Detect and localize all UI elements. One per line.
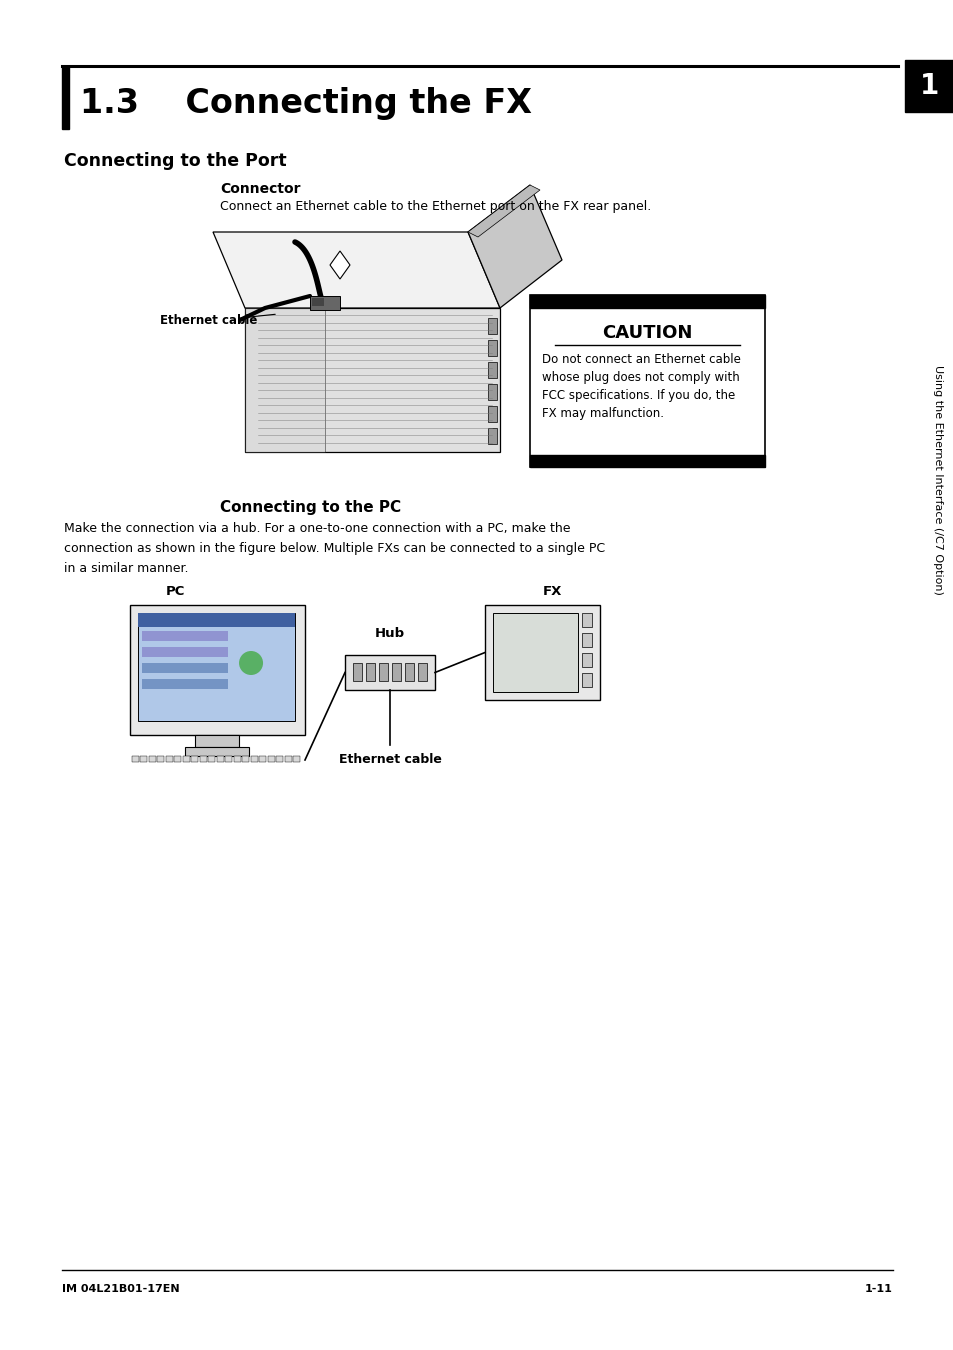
Text: Connecting to the PC: Connecting to the PC: [220, 500, 400, 514]
Bar: [185, 747, 249, 756]
Bar: [488, 319, 497, 333]
Bar: [530, 296, 764, 467]
Bar: [581, 633, 592, 647]
Text: Connect an Ethernet cable to the Ethernet port on the FX rear panel.: Connect an Ethernet cable to the Etherne…: [220, 200, 651, 213]
Bar: [530, 455, 764, 467]
Bar: [216, 756, 224, 761]
Text: CAUTION: CAUTION: [601, 324, 692, 342]
Bar: [405, 663, 414, 680]
Text: 1: 1: [919, 72, 938, 100]
Text: Connecting to the Port: Connecting to the Port: [64, 153, 286, 170]
Polygon shape: [213, 232, 499, 308]
Bar: [251, 756, 257, 761]
Circle shape: [239, 651, 263, 675]
Bar: [130, 605, 305, 734]
Bar: [149, 756, 156, 761]
Text: Do not connect an Ethernet cable
whose plug does not comply with
FCC specificati: Do not connect an Ethernet cable whose p…: [541, 352, 740, 420]
Bar: [138, 613, 294, 626]
Bar: [174, 756, 181, 761]
Text: IM 04L21B01-17EN: IM 04L21B01-17EN: [62, 1284, 179, 1295]
Polygon shape: [468, 185, 561, 308]
Bar: [209, 756, 215, 761]
Bar: [378, 663, 388, 680]
Bar: [225, 756, 233, 761]
Bar: [268, 756, 274, 761]
Bar: [166, 756, 172, 761]
Bar: [345, 655, 435, 690]
Text: Ethernet cable: Ethernet cable: [338, 753, 441, 765]
Bar: [312, 298, 324, 306]
Bar: [183, 756, 190, 761]
Bar: [142, 647, 228, 657]
Bar: [417, 663, 427, 680]
Bar: [62, 68, 69, 130]
Bar: [242, 756, 250, 761]
Bar: [310, 296, 339, 310]
Polygon shape: [330, 251, 350, 279]
Bar: [142, 663, 228, 674]
Bar: [904, 59, 953, 112]
Bar: [285, 756, 292, 761]
Bar: [142, 679, 228, 688]
Text: 1-11: 1-11: [864, 1284, 892, 1295]
Text: Hub: Hub: [375, 626, 405, 640]
Bar: [353, 663, 361, 680]
Bar: [294, 756, 300, 761]
Bar: [530, 296, 764, 308]
Bar: [259, 756, 266, 761]
Bar: [484, 605, 599, 701]
Bar: [132, 756, 139, 761]
Bar: [488, 406, 497, 423]
Bar: [493, 613, 578, 693]
Text: Ethernet cable: Ethernet cable: [160, 313, 257, 327]
Text: connection as shown in the figure below. Multiple FXs can be connected to a sing: connection as shown in the figure below.…: [64, 541, 604, 555]
Text: Connector: Connector: [220, 182, 300, 196]
Bar: [192, 756, 198, 761]
Polygon shape: [245, 308, 499, 452]
Bar: [581, 653, 592, 667]
Text: in a similar manner.: in a similar manner.: [64, 562, 189, 575]
Text: FX: FX: [542, 585, 561, 598]
Bar: [581, 674, 592, 687]
Bar: [276, 756, 283, 761]
Bar: [488, 428, 497, 444]
Bar: [142, 630, 228, 641]
Bar: [366, 663, 375, 680]
Bar: [488, 340, 497, 356]
Bar: [488, 362, 497, 378]
Bar: [200, 756, 207, 761]
Bar: [392, 663, 400, 680]
Bar: [581, 613, 592, 626]
Bar: [138, 613, 294, 721]
Bar: [194, 734, 239, 747]
Text: Using the Ethernet Interface (/C7 Option): Using the Ethernet Interface (/C7 Option…: [932, 364, 942, 595]
Bar: [157, 756, 164, 761]
Bar: [488, 383, 497, 400]
Bar: [245, 308, 325, 452]
Bar: [233, 756, 241, 761]
Text: 1.3    Connecting the FX: 1.3 Connecting the FX: [80, 88, 532, 120]
Text: PC: PC: [165, 585, 185, 598]
Bar: [140, 756, 148, 761]
Polygon shape: [468, 185, 539, 238]
Text: Make the connection via a hub. For a one-to-one connection with a PC, make the: Make the connection via a hub. For a one…: [64, 522, 570, 535]
